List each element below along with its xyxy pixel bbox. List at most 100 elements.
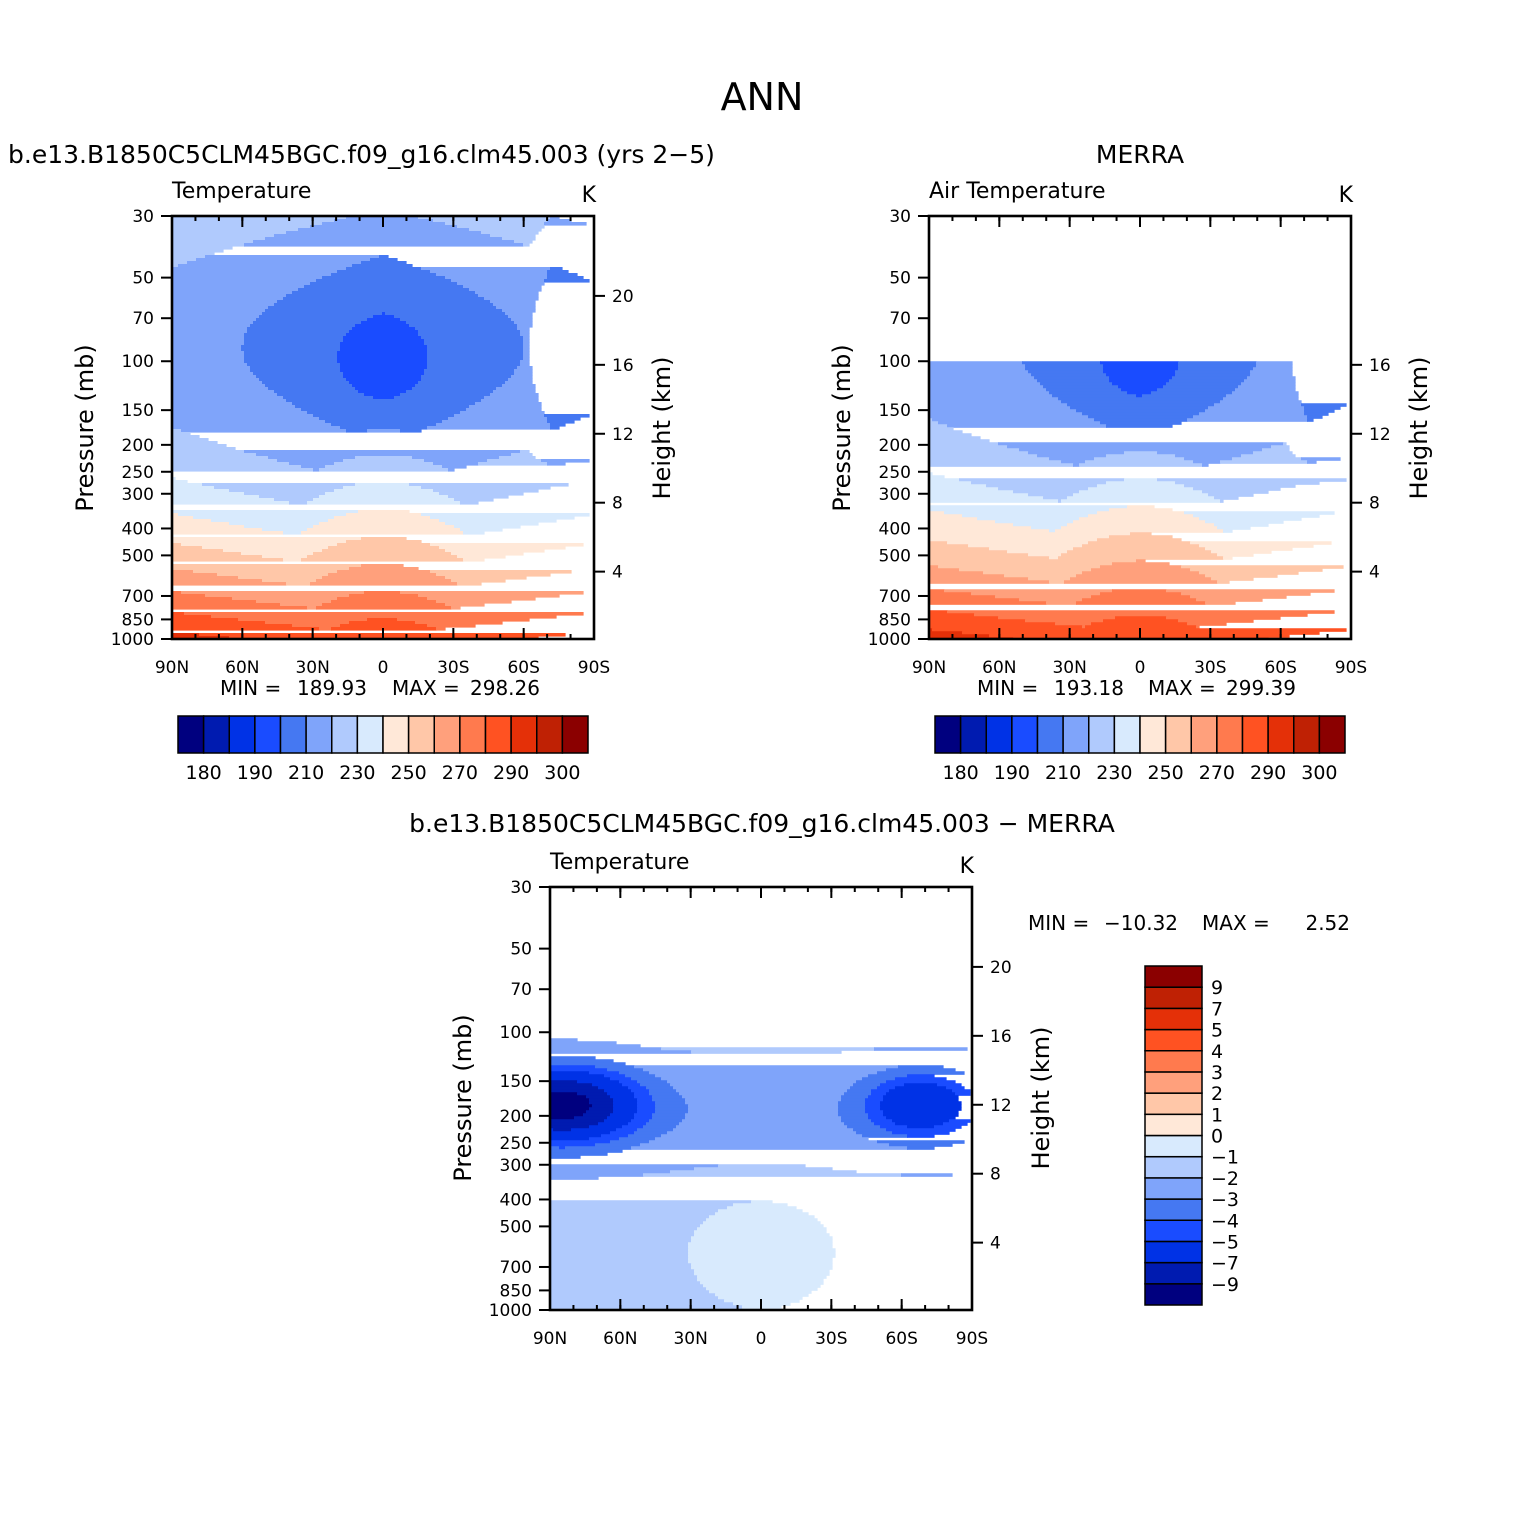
contour-cell [172, 378, 260, 382]
contour-cell [448, 417, 548, 421]
contour-cell [1064, 580, 1218, 584]
contour-cell [550, 1230, 695, 1234]
contour-cell [703, 1221, 821, 1225]
model-min-value: 189.93 [297, 676, 367, 700]
contour-cell [172, 366, 251, 370]
contour-cell [631, 1146, 908, 1150]
contour-cell [1304, 406, 1341, 410]
diff-variable-label: Temperature [549, 850, 689, 875]
contour-cell [929, 535, 1110, 539]
colorbar-swatch [1293, 715, 1321, 754]
contour-cell [865, 1098, 884, 1102]
contour-cell [244, 360, 338, 364]
x-tick-label: 90S [1335, 658, 1367, 678]
y-tick-label: 30 [889, 207, 911, 227]
contour-cell [346, 267, 422, 271]
contour-cell [244, 243, 524, 247]
contour-cell [367, 429, 401, 433]
contour-cell [586, 1110, 614, 1114]
contour-cell [355, 483, 410, 487]
y-tick-label: 300 [879, 485, 911, 505]
contour-cell [262, 312, 383, 316]
colorbar-swatch [1144, 986, 1203, 1010]
contour-cell [427, 348, 524, 352]
contour-cell [460, 411, 545, 415]
contour-cell [661, 1077, 863, 1081]
y-tick-label: 100 [500, 1023, 532, 1043]
contour-cell [697, 1278, 824, 1282]
colorbar-label: 250 [390, 762, 426, 784]
model-units-label: K [582, 183, 597, 208]
contour-cell [193, 516, 335, 520]
model-colorbar: 180 190 210 230 250 270 290 300 [177, 715, 589, 784]
x-tick-label: 90N [155, 658, 189, 678]
contour-cell [550, 1254, 689, 1258]
contour-cell [1049, 556, 1059, 560]
contour-cell [187, 261, 362, 265]
contour-cell [346, 540, 422, 544]
contour-cell [172, 375, 257, 379]
contour-cell [688, 1242, 833, 1246]
contour-cell [838, 1107, 866, 1111]
contour-cell [337, 357, 428, 361]
contour-cell [451, 552, 524, 556]
contour-cell [619, 1080, 638, 1084]
contour-cell [1208, 406, 1305, 410]
contour-cell [673, 1128, 854, 1132]
contour-cell [343, 486, 422, 490]
contour-cell [172, 222, 323, 226]
contour-cell [172, 552, 242, 556]
contour-cell [995, 520, 1074, 524]
contour-cell [349, 594, 419, 598]
contour-cell [1205, 547, 1293, 551]
contour-cell [172, 423, 332, 427]
contour-cell [1157, 478, 1347, 482]
contour-cell [520, 450, 530, 454]
contour-cell [520, 363, 530, 367]
contour-cell [172, 444, 227, 448]
colorbar-label: 210 [1045, 762, 1081, 784]
contour-cell [262, 528, 308, 532]
colorbar-label: −1 [1211, 1147, 1239, 1169]
contour-cell [193, 570, 338, 574]
contour-cell [929, 541, 948, 545]
contour-cell [406, 321, 515, 325]
contour-cell [841, 1116, 869, 1120]
contour-cell [550, 267, 563, 271]
contour-cell [172, 558, 284, 562]
contour-cell [628, 1122, 647, 1126]
colorbar-label: 290 [1250, 762, 1286, 784]
contour-cell [202, 483, 356, 487]
contour-cell [1079, 490, 1203, 494]
contour-cell [853, 1128, 887, 1132]
contour-cell [367, 318, 401, 322]
contour-cell [929, 601, 1047, 605]
contour-cell [550, 1050, 692, 1054]
contour-cell [172, 360, 245, 364]
y-tick-label: 850 [879, 610, 911, 630]
contour-cell [1079, 463, 1203, 467]
contour-cell [172, 414, 314, 418]
contour-cell [172, 543, 182, 547]
contour-cell [445, 549, 545, 553]
contour-cell [328, 519, 440, 523]
contour-cell [427, 357, 524, 361]
contour-cell [1187, 622, 1227, 626]
contour-cell [253, 321, 362, 325]
contour-cell [640, 1083, 671, 1087]
contour-cell [1214, 403, 1302, 407]
contour-cell [727, 1206, 797, 1210]
contour-cell [550, 1221, 704, 1225]
contour-cell [929, 385, 1044, 389]
contour-cell [649, 1119, 683, 1123]
colorbar-label: 230 [1096, 762, 1132, 784]
colorbar-label: 4 [1211, 1041, 1223, 1063]
contour-cell [292, 402, 476, 406]
contour-cell [508, 378, 533, 382]
contour-cell [968, 544, 1083, 548]
contour-cell [929, 427, 954, 431]
contour-cell [241, 345, 341, 349]
colorbar-swatch [1144, 1283, 1203, 1306]
contour-cell [929, 415, 1089, 419]
